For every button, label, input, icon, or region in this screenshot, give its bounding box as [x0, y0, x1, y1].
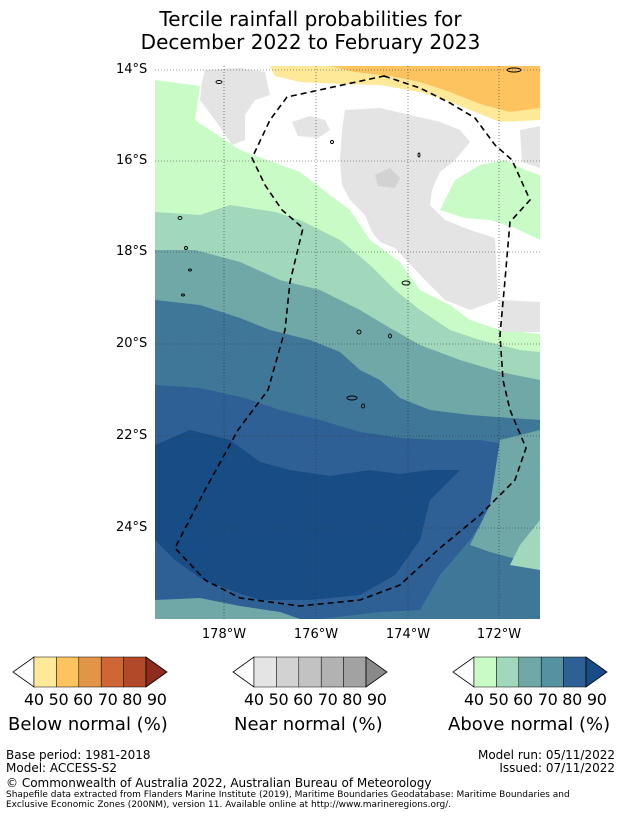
legend-near-tick: 60 [293, 690, 313, 709]
legend-above-ticks: 40 50 60 70 80 90 [464, 690, 607, 709]
legend-near-swatch [343, 656, 367, 688]
zone-below-50-60 [330, 66, 540, 112]
legend-above-swatch [473, 656, 497, 688]
legend-below-label: Below normal (%) [8, 714, 168, 735]
zone-south-edge-light [155, 598, 300, 619]
zone-above-ne [440, 160, 540, 240]
zone-near-normal-dark-spot [375, 168, 400, 188]
legend-below-tick: 60 [73, 690, 93, 709]
legend-above-tick: 70 [537, 690, 558, 709]
lat-label-24s: 24°S [116, 520, 148, 535]
legend-above-tick: 60 [513, 690, 533, 709]
legend-above-swatch [540, 656, 564, 688]
legend-near-tick: 70 [317, 690, 338, 709]
legend-below-ticks: 40 50 60 70 80 90 [24, 690, 167, 709]
legend-near-tick: 90 [366, 690, 387, 709]
zone-near-normal-nw [200, 68, 270, 145]
zone-near-normal-east [500, 300, 540, 332]
legend-near-tick: 50 [268, 690, 289, 709]
legend-near-label: Near normal (%) [234, 714, 383, 735]
zone-above-50-60-se [510, 520, 540, 570]
legend-above-label: Above normal (%) [448, 714, 611, 735]
legend-above-upper-arrow [585, 656, 608, 688]
legend-below-colorbar [12, 656, 168, 688]
lon-label-174w: 174°W [385, 627, 431, 642]
probability-map [155, 66, 540, 619]
lat-label-16s: 16°S [116, 153, 148, 168]
copyright: © Commonwealth of Australia 2022, Austra… [6, 776, 432, 790]
legend-near-swatch [298, 656, 322, 688]
legend-above-tick: 90 [586, 690, 607, 709]
legend-below-swatch [33, 656, 57, 688]
base-period: Base period: 1981-2018 [6, 748, 151, 762]
gridlines [155, 66, 540, 619]
legend-below-tick: 70 [97, 690, 118, 709]
legend-above-tick: 50 [488, 690, 509, 709]
legend-near-swatch [320, 656, 344, 688]
legend-above-tick: 80 [562, 690, 583, 709]
legend-below-swatch [56, 656, 80, 688]
zone-above-90 [155, 430, 460, 600]
legend-below-tick: 50 [48, 690, 69, 709]
lon-label-178w: 178°W [201, 627, 247, 642]
legend-below-swatch [78, 656, 102, 688]
map-title-line1: Tercile rainfall probabilities for [159, 7, 462, 31]
legend-above-swatch [496, 656, 520, 688]
lat-label-18s: 18°S [116, 244, 148, 259]
legend-near-ticks: 40 50 60 70 80 90 [244, 690, 387, 709]
zone-near-normal-ne [520, 126, 540, 168]
legend-above-swatch [518, 656, 542, 688]
lon-label-176w: 176°W [293, 627, 339, 642]
zone-near-normal-small [292, 116, 330, 138]
legend-near-tick: 40 [244, 690, 264, 709]
model-name: Model: ACCESS-S2 [6, 761, 118, 775]
shapefile-credit: Shapefile data extracted from Flanders M… [6, 790, 570, 810]
legend-above-swatch [563, 656, 587, 688]
legend-above-tick: 40 [464, 690, 484, 709]
legend-below-tick: 80 [122, 690, 143, 709]
legend-near-tick: 80 [342, 690, 363, 709]
legend-near-colorbar [232, 656, 388, 688]
legend-below-lower-arrow [12, 656, 35, 688]
legend-below-upper-arrow [145, 656, 168, 688]
legend-near-swatch [276, 656, 300, 688]
legend-near-lower-arrow [232, 656, 255, 688]
legend-below-tick: 40 [24, 690, 44, 709]
map-title-line2: December 2022 to February 2023 [140, 30, 481, 54]
legend-below-swatch [123, 656, 147, 688]
zone-near-normal-central [340, 108, 498, 310]
lon-label-172w: 172°W [476, 627, 522, 642]
lat-label-14s: 14°S [116, 62, 148, 77]
legend-near-swatch [253, 656, 277, 688]
eez-boundary [174, 75, 531, 607]
model-run: Model run: 05/11/2022 [477, 748, 615, 762]
lat-label-20s: 20°S [116, 336, 148, 351]
legend-near-upper-arrow [365, 656, 388, 688]
zone-above-60-70-se [470, 430, 540, 560]
legend-below-tick: 90 [146, 690, 167, 709]
lat-label-22s: 22°S [116, 428, 148, 443]
legend-below-swatch [100, 656, 124, 688]
issued-date: Issued: 07/11/2022 [499, 761, 615, 775]
legend-above-lower-arrow [452, 656, 475, 688]
legend-above-colorbar [452, 656, 608, 688]
